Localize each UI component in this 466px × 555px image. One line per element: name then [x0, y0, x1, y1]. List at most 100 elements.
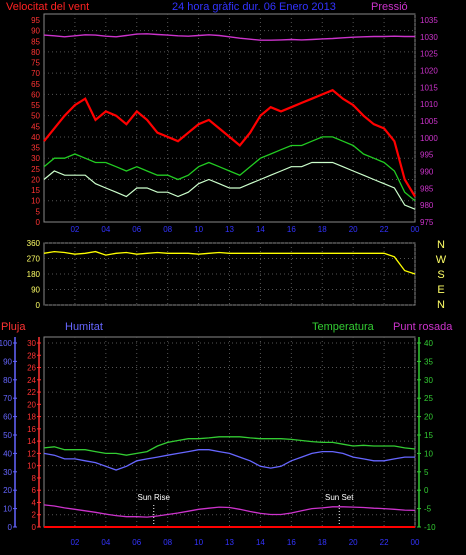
humidity-tick: 8: [32, 474, 37, 483]
x-tick-label: 04: [101, 225, 110, 234]
chart-date-title: 24 hora gràfic dur. 06 Enero 2013: [172, 1, 336, 13]
humidity-label: Humitat: [65, 321, 103, 333]
pressure-tick: 985: [420, 184, 434, 193]
x-tick-label: 18: [318, 225, 327, 234]
wind-speed-tick: 55: [31, 101, 40, 110]
humidity-line: [43, 449, 415, 471]
x-tick-label: 16: [287, 225, 296, 234]
series-line-0: [43, 88, 416, 198]
wind-speed-tick: 20: [31, 175, 40, 184]
x-tick-label: 00: [411, 538, 420, 547]
x-tick-label: 20: [349, 538, 358, 547]
wind-speed-tick: 25: [31, 165, 40, 174]
x-tick-label: 14: [256, 538, 265, 547]
x-tick-label: 22: [380, 225, 389, 234]
wind-speed-tick: 45: [31, 122, 40, 131]
temperature-tick: 20: [424, 413, 433, 422]
humidity-tick: 0: [32, 523, 37, 532]
wind-speed-tick: 65: [31, 80, 40, 89]
temperature-tick: 40: [424, 339, 433, 348]
humidity-tick: 10: [27, 462, 36, 471]
temperature-tick: 15: [424, 431, 433, 440]
wind-speed-tick: 40: [31, 133, 40, 142]
temperature-tick: 30: [424, 376, 433, 385]
wind-speed-tick: 80: [31, 48, 40, 57]
x-tick-label: 08: [163, 225, 172, 234]
x-tick-label: 08: [163, 538, 172, 547]
pressure-tick: 975: [420, 218, 434, 227]
dewpoint-label: Punt rosada: [393, 321, 453, 333]
temperature-tick: -5: [424, 505, 432, 514]
wind-speed-tick: 0: [36, 218, 41, 227]
direction-tick: 270: [27, 255, 41, 264]
humidity-tick: 4: [32, 498, 37, 507]
pressure-tick: 980: [420, 201, 434, 210]
x-tick-label: 06: [132, 225, 141, 234]
pressure-tick: 1025: [420, 50, 438, 59]
pressure-tick: 1015: [420, 83, 438, 92]
humidity-tick: 30: [27, 339, 36, 348]
x-tick-label: 10: [194, 225, 203, 234]
rain-tick: 80: [3, 376, 12, 385]
wind-speed-tick: 30: [31, 154, 40, 163]
x-tick-label: 04: [101, 538, 110, 547]
temperature-tick: -10: [424, 523, 436, 532]
rain-tick: 20: [3, 486, 12, 495]
pressure-title: Pressió: [371, 1, 408, 13]
x-tick-label: 20: [349, 225, 358, 234]
compass-label: N: [437, 239, 445, 251]
sun-annotation: Sun Rise: [138, 493, 171, 502]
compass-label: W: [436, 254, 447, 266]
wind-speed-tick: 60: [31, 90, 40, 99]
series-line-1: [43, 33, 415, 41]
rain-tick: 70: [3, 394, 12, 403]
x-tick-label: 06: [132, 538, 141, 547]
x-tick-label: 16: [287, 538, 296, 547]
humidity-tick: 24: [27, 376, 36, 385]
temperature-label: Temperatura: [312, 321, 374, 333]
x-tick-label: 02: [70, 538, 79, 547]
direction-tick: 90: [31, 286, 40, 295]
x-tick-label: 22: [380, 538, 389, 547]
rain-tick: 0: [8, 523, 13, 532]
x-tick-label: 13: [225, 225, 234, 234]
wind-speed-tick: 85: [31, 37, 40, 46]
humidity-tick: 20: [27, 400, 36, 409]
temperature-tick: 5: [424, 468, 429, 477]
pressure-tick: 1000: [420, 134, 438, 143]
x-tick-label: 10: [194, 538, 203, 547]
humidity-tick: 16: [27, 425, 36, 434]
pressure-tick: 1005: [420, 117, 438, 126]
humidity-tick: 26: [27, 364, 36, 373]
wind-speed-tick: 5: [36, 207, 41, 216]
series-line-3: [43, 161, 416, 210]
pressure-tick: 1035: [420, 16, 438, 25]
wind-speed-tick: 15: [31, 186, 40, 195]
wind-speed-tick: 90: [31, 27, 40, 36]
compass-label: S: [437, 269, 444, 281]
wind-speed-tick: 70: [31, 69, 40, 78]
direction-tick: 0: [36, 301, 41, 310]
wind-speed-title: Velocitat del vent: [6, 1, 90, 13]
pressure-tick: 995: [420, 151, 434, 160]
x-tick-label: 18: [318, 538, 327, 547]
x-tick-label: 13: [225, 538, 234, 547]
direction-line: [43, 250, 416, 275]
humidity-tick: 18: [27, 413, 36, 422]
x-tick-label: 00: [411, 225, 420, 234]
direction-tick: 360: [27, 239, 41, 248]
wind-speed-tick: 35: [31, 144, 40, 153]
humidity-tick: 28: [27, 351, 36, 360]
series-line-2: [43, 136, 416, 202]
temperature-line: [43, 436, 416, 456]
sun-annotation: Sun Set: [325, 493, 354, 502]
rain-tick: 50: [3, 431, 12, 440]
direction-tick: 180: [27, 270, 41, 279]
compass-label: E: [437, 284, 444, 296]
rain-tick: 90: [3, 357, 12, 366]
humidity-tick: 2: [32, 511, 37, 520]
temperature-tick: 25: [424, 394, 433, 403]
rain-tick: 30: [3, 468, 12, 477]
temperature-tick: 0: [424, 486, 429, 495]
